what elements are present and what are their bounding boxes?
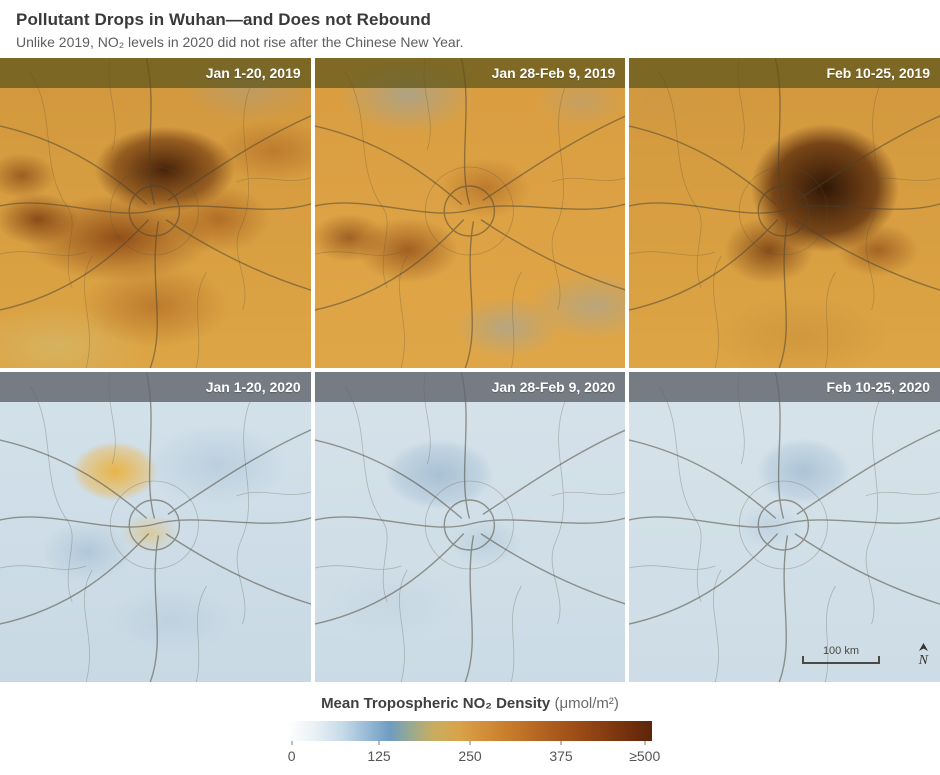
legend-tick-label: 375 — [549, 748, 573, 764]
legend: Mean Tropospheric NO₂ Density (μmol/m²) … — [0, 695, 940, 765]
panel-date-label: Feb 10-25, 2020 — [826, 379, 930, 395]
panel-date-label: Jan 1-20, 2019 — [205, 65, 301, 81]
road-network-overlay — [629, 58, 940, 368]
legend-title-text: Mean Tropospheric NO₂ Density — [321, 695, 551, 712]
road-network-overlay — [0, 58, 311, 368]
map-panel-2020-jan: Jan 1-20, 2020 — [0, 372, 311, 682]
panel-header: Jan 28-Feb 9, 2020 — [314, 372, 626, 402]
road-network-overlay — [629, 372, 940, 682]
colorbar-tickmarks — [288, 741, 652, 745]
colorbar-tick-labels: 0 125 250 375 ≥500 — [287, 745, 661, 765]
compass: N — [919, 643, 928, 668]
figure-header: Pollutant Drops in Wuhan—and Does not Re… — [0, 0, 940, 58]
scale-bar-line — [801, 656, 880, 664]
map-panel-2020-feb-late: Feb 10-25, 2020 100 km N — [629, 372, 940, 682]
road-network-overlay — [0, 372, 311, 682]
compass-label: N — [918, 653, 928, 668]
scale-bar-label: 100 km — [822, 645, 860, 657]
road-network-overlay — [314, 372, 626, 682]
panel-header: Jan 28-Feb 9, 2019 — [314, 58, 626, 88]
panel-header: Feb 10-25, 2019 — [629, 58, 940, 88]
panel-header: Jan 1-20, 2019 — [0, 58, 311, 88]
legend-tick-label: 0 — [287, 748, 296, 764]
panel-header: Feb 10-25, 2020 — [629, 372, 940, 402]
legend-tick-label: 125 — [367, 748, 391, 764]
panel-date-label: Feb 10-25, 2019 — [826, 65, 930, 81]
map-panel-2020-feb-early: Jan 28-Feb 9, 2020 — [314, 372, 626, 682]
map-panel-2019-feb-late: Feb 10-25, 2019 — [629, 58, 940, 368]
figure-title: Pollutant Drops in Wuhan—and Does not Re… — [16, 10, 431, 29]
figure-subtitle: Unlike 2019, NO₂ levels in 2020 did not … — [16, 34, 464, 50]
legend-units: (μmol/m²) — [550, 695, 619, 712]
colorbar-gradient — [288, 721, 652, 741]
road-network-overlay — [314, 58, 626, 368]
map-grid: Jan 1-20, 2019 Jan 28-Feb 9, 2019 Feb 10… — [0, 58, 940, 682]
panel-date-label: Jan 28-Feb 9, 2020 — [491, 379, 616, 395]
map-panel-2019-feb-early: Jan 28-Feb 9, 2019 — [314, 58, 626, 368]
legend-title: Mean Tropospheric NO₂ Density (μmol/m²) — [0, 695, 940, 712]
panel-header: Jan 1-20, 2020 — [0, 372, 311, 402]
north-arrow-icon — [918, 643, 928, 651]
legend-tick-label: ≥500 — [629, 748, 661, 764]
legend-colorbar: 0 125 250 375 ≥500 — [287, 721, 661, 765]
legend-tick-label: 250 — [458, 748, 482, 764]
scale-bar: 100 km — [801, 645, 880, 664]
map-panel-2019-jan: Jan 1-20, 2019 — [0, 58, 311, 368]
panel-date-label: Jan 1-20, 2020 — [205, 379, 301, 395]
panel-date-label: Jan 28-Feb 9, 2019 — [491, 65, 616, 81]
